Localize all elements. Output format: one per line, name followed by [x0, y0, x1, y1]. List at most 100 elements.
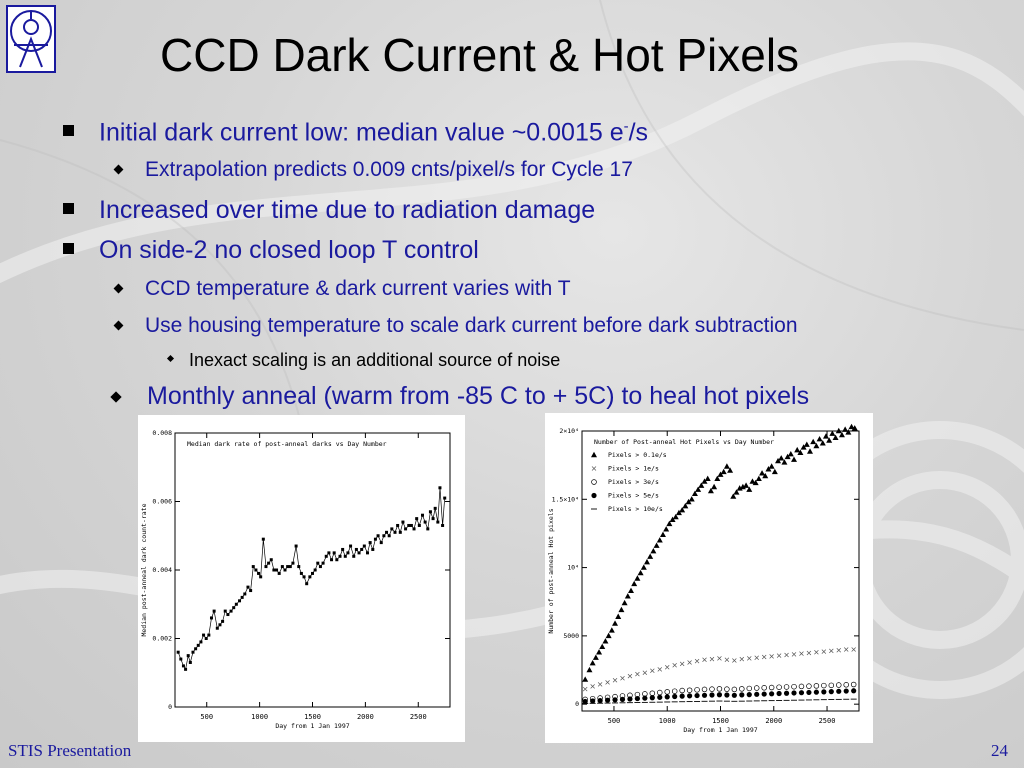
data-point [294, 544, 298, 548]
data-point [243, 592, 247, 596]
data-point [433, 506, 437, 510]
x-tick-label: 2000 [765, 717, 782, 725]
hot-pixel-point [635, 671, 640, 677]
legend-marker [591, 492, 597, 499]
data-point [254, 568, 258, 572]
hot-pixel-point [746, 692, 752, 698]
hot-pixel-point [663, 526, 670, 532]
hot-pixel-point [657, 689, 663, 696]
data-point [240, 595, 244, 599]
hot-pixel-point [672, 662, 677, 668]
hot-pixel-point [720, 468, 727, 475]
data-point [246, 585, 250, 589]
data-point [184, 667, 188, 671]
data-point [238, 599, 242, 603]
hot-pixel-point [798, 683, 805, 690]
y-tick-label: 10⁴ [567, 564, 579, 572]
hot-pixel-point [597, 698, 603, 704]
hot-pixel-point [642, 670, 648, 676]
data-point [269, 558, 273, 562]
hot-pixel-point [787, 451, 794, 457]
hot-pixel-point [813, 689, 819, 695]
chart-title: Number of Post-anneal Hot Pixels vs Day … [594, 438, 774, 446]
data-point [330, 558, 334, 562]
hot-pixel-point [733, 489, 740, 495]
data-point [376, 534, 380, 538]
hot-pixel-point [664, 694, 670, 700]
data-point [302, 575, 306, 579]
hot-pixel-point [590, 684, 595, 689]
square-bullet-icon [63, 125, 74, 136]
hot-pixel-point [798, 690, 805, 696]
hot-pixel-point [687, 693, 693, 699]
data-point [338, 554, 342, 558]
data-point [283, 568, 287, 572]
square-bullet-icon [63, 203, 74, 214]
plot-frame [174, 432, 451, 708]
hot-pixel-point [664, 665, 670, 670]
hot-pixel-point [672, 693, 678, 700]
hot-pixel-point [656, 537, 663, 543]
hot-pixel-point [791, 456, 798, 462]
stsci-logo-icon [6, 5, 56, 73]
data-point [404, 527, 408, 531]
hot-pixel-point [799, 651, 804, 656]
hot-pixel-point [761, 654, 767, 660]
data-point [305, 582, 309, 586]
hot-pixel-point [634, 575, 641, 581]
hot-pixel-point [768, 463, 775, 469]
hot-pixel-point [850, 681, 857, 688]
hot-pixel-point [762, 472, 769, 479]
data-point [277, 571, 281, 575]
hot-pixel-point [612, 620, 619, 626]
hot-pixel-point [781, 459, 788, 465]
legend-label: Pixels > 1e/s [608, 465, 659, 473]
hot-pixel-point [650, 668, 655, 673]
y-tick-label: 0.006 [152, 498, 172, 506]
data-point [272, 568, 276, 572]
data-point [264, 565, 268, 569]
data-point [438, 486, 442, 490]
hot-pixel-point [701, 692, 708, 698]
hot-pixel-point [769, 691, 775, 697]
data-point [324, 554, 328, 558]
data-point [393, 530, 397, 534]
hot-pixel-point [747, 656, 752, 661]
legend-marker [591, 451, 597, 458]
hot-pixel-point [784, 652, 789, 658]
data-point [426, 527, 430, 531]
data-point [204, 637, 208, 640]
data-point [209, 616, 213, 620]
hot-pixel-point [679, 693, 685, 699]
hot-pixel-point [806, 689, 812, 696]
hot-pixel-point [694, 692, 700, 699]
hot-pixel-point [709, 692, 715, 698]
data-point [327, 551, 331, 555]
data-point [390, 527, 394, 531]
data-point [431, 517, 435, 521]
data-point [199, 640, 203, 644]
hot-pixel-point [821, 689, 827, 695]
hot-pixel-point [791, 683, 797, 690]
hot-pixel-point [590, 698, 596, 704]
hot-pixel-point [754, 691, 760, 697]
data-point [357, 551, 361, 555]
hot-pixel-point [672, 513, 679, 520]
hot-pixel-point [843, 647, 849, 652]
diamond-bullet-icon [113, 320, 124, 331]
hot-pixel-point [739, 656, 745, 662]
data-point [352, 554, 356, 558]
bullet-initial-dark-current: Initial dark current low: median value ~… [63, 118, 648, 147]
hot-pixel-point [698, 482, 705, 488]
hot-pixel-point [845, 429, 852, 435]
hot-pixel-point [650, 547, 657, 554]
data-point [186, 654, 190, 658]
hot-pixel-point [620, 675, 625, 681]
hot-pixel-point [657, 694, 663, 700]
y-axis-label: Median post-anneal dark count-rate [140, 503, 148, 636]
hot-pixel-point [754, 655, 759, 660]
data-point [417, 523, 421, 527]
hot-pixel-point [592, 654, 599, 660]
hot-pixel-point [806, 683, 812, 689]
hot-pixel-point [752, 479, 759, 486]
